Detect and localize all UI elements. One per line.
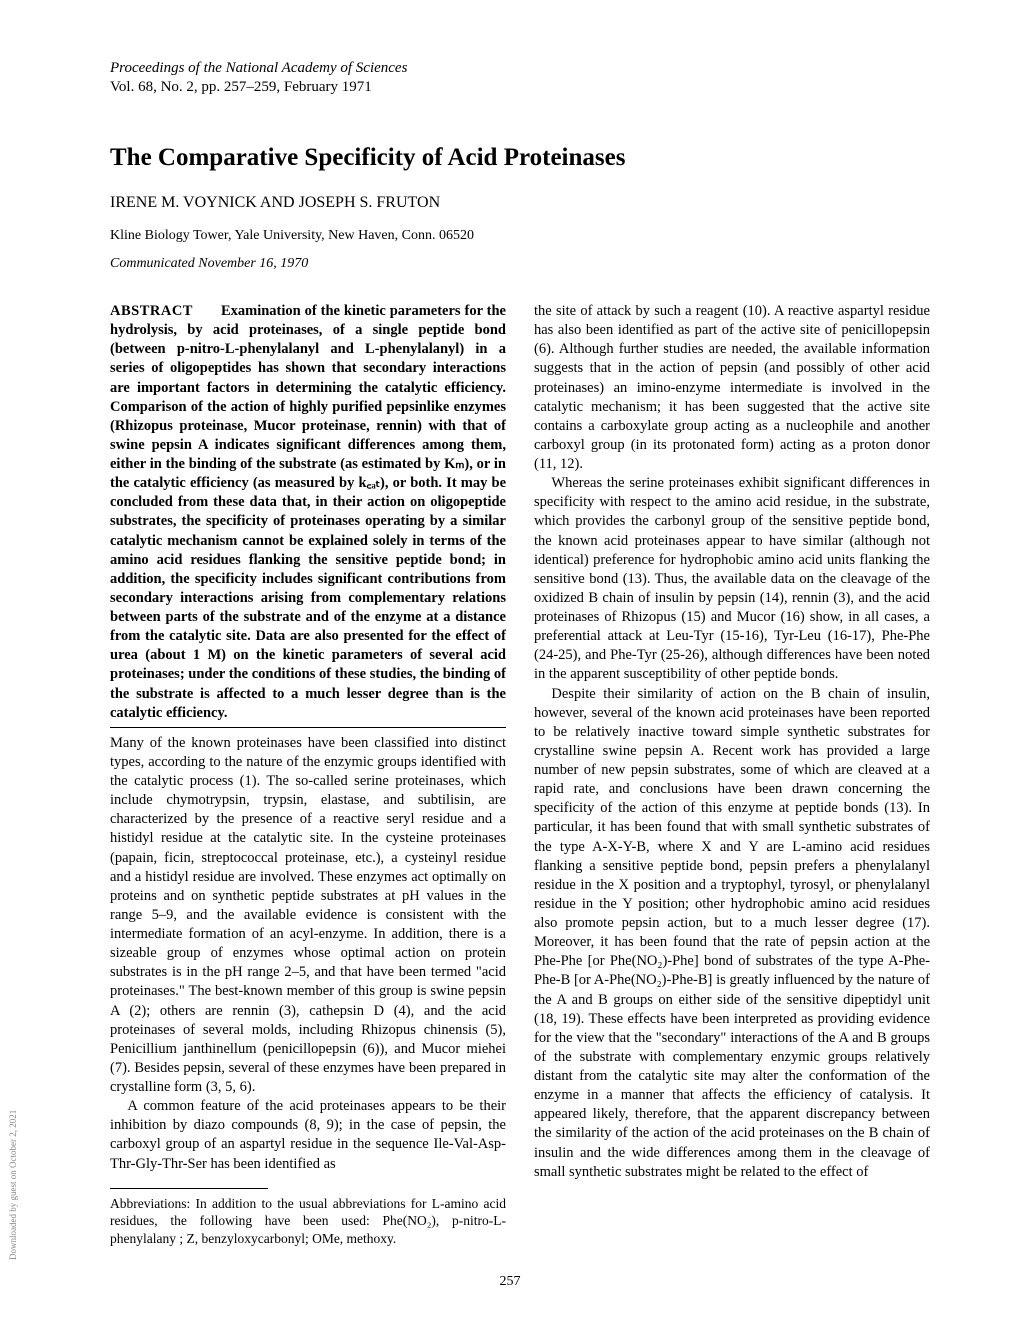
communicated-date: Communicated November 16, 1970 — [110, 256, 930, 272]
abstract-divider — [110, 727, 506, 728]
authors: IRENE M. VOYNICK AND JOSEPH S. FRUTON — [110, 194, 930, 212]
body-paragraph: the site of attack by such a reagent (10… — [534, 302, 930, 474]
body-paragraph: Many of the known proteinases have been … — [110, 734, 506, 1097]
download-watermark: Downloaded by guest on October 2, 2021 — [8, 1110, 18, 1260]
journal-name: Proceedings of the National Academy of S… — [110, 60, 930, 77]
footnote: Abbreviations: In addition to the usual … — [110, 1195, 506, 1248]
page-number: 257 — [500, 1274, 521, 1290]
footnote-divider — [110, 1188, 268, 1189]
left-column: ABSTRACTExamination of the kinetic param… — [110, 302, 506, 1247]
abstract-label: ABSTRACT — [110, 303, 193, 319]
page: Proceedings of the National Academy of S… — [0, 0, 1020, 1320]
body-paragraph: Whereas the serine proteinases exhibit s… — [534, 474, 930, 684]
affiliation: Kline Biology Tower, Yale University, Ne… — [110, 228, 930, 244]
abstract-text: Examination of the kinetic parameters fo… — [110, 303, 506, 721]
right-column: the site of attack by such a reagent (10… — [534, 302, 930, 1247]
two-column-body: ABSTRACTExamination of the kinetic param… — [110, 302, 930, 1247]
body-paragraph: A common feature of the acid proteinases… — [110, 1097, 506, 1174]
article-title: The Comparative Specificity of Acid Prot… — [110, 144, 930, 172]
volume-line: Vol. 68, No. 2, pp. 257–259, February 19… — [110, 79, 930, 96]
body-paragraph: Despite their similarity of action on th… — [534, 685, 930, 1182]
abstract: ABSTRACTExamination of the kinetic param… — [110, 302, 506, 723]
